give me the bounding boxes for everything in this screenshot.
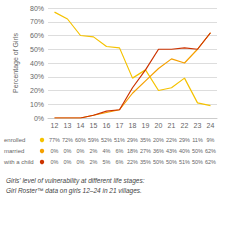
svg-text:9%: 9% — [207, 137, 215, 143]
svg-text:35%: 35% — [140, 159, 151, 165]
svg-text:11%: 11% — [192, 137, 203, 143]
svg-text:17: 17 — [116, 122, 124, 129]
svg-text:70%: 70% — [30, 18, 44, 25]
svg-text:0%: 0% — [51, 159, 59, 165]
svg-text:with a child: with a child — [3, 159, 34, 165]
svg-text:35%: 35% — [140, 137, 151, 143]
svg-text:2%: 2% — [90, 148, 98, 154]
svg-text:5%: 5% — [103, 159, 111, 165]
svg-text:60%: 60% — [75, 137, 86, 143]
svg-text:62%: 62% — [205, 148, 216, 154]
svg-text:50%: 50% — [192, 148, 203, 154]
svg-text:enrolled: enrolled — [4, 137, 25, 143]
svg-text:40%: 40% — [179, 148, 190, 154]
svg-text:52%: 52% — [101, 137, 112, 143]
svg-text:60%: 60% — [30, 32, 44, 39]
svg-text:18%: 18% — [127, 148, 138, 154]
svg-text:30%: 30% — [30, 73, 44, 80]
svg-text:51%: 51% — [114, 137, 125, 143]
svg-text:4%: 4% — [103, 148, 111, 154]
svg-text:40%: 40% — [30, 60, 44, 67]
svg-text:2%: 2% — [90, 159, 98, 165]
svg-text:20%: 20% — [153, 137, 164, 143]
svg-text:72%: 72% — [62, 137, 73, 143]
svg-text:24: 24 — [207, 122, 215, 129]
svg-text:0%: 0% — [34, 115, 44, 122]
svg-text:43%: 43% — [166, 148, 177, 154]
svg-text:14: 14 — [77, 122, 85, 129]
svg-text:10%: 10% — [30, 101, 44, 108]
svg-text:16: 16 — [103, 122, 111, 129]
svg-text:0%: 0% — [64, 159, 72, 165]
svg-text:22%: 22% — [127, 159, 138, 165]
svg-text:59%: 59% — [88, 137, 99, 143]
svg-text:20: 20 — [155, 122, 163, 129]
svg-text:married: married — [4, 148, 24, 154]
svg-text:80%: 80% — [30, 5, 44, 12]
svg-text:Girl Roster™ data on girls 12–: Girl Roster™ data on girls 12–24 in 21 v… — [6, 187, 142, 195]
svg-text:0%: 0% — [51, 148, 59, 154]
svg-text:22: 22 — [181, 122, 189, 129]
svg-text:0%: 0% — [64, 148, 72, 154]
svg-text:50%: 50% — [30, 46, 44, 53]
svg-text:19: 19 — [142, 122, 150, 129]
svg-text:50%: 50% — [192, 159, 203, 165]
svg-text:50%: 50% — [153, 159, 164, 165]
svg-text:0%: 0% — [77, 148, 85, 154]
svg-text:0%: 0% — [77, 159, 85, 165]
svg-text:15: 15 — [90, 122, 98, 129]
svg-text:18: 18 — [129, 122, 137, 129]
svg-text:27%: 27% — [140, 148, 151, 154]
svg-text:62%: 62% — [205, 159, 216, 165]
svg-text:Girls' level of vulnerability: Girls' level of vulnerability at differe… — [6, 177, 145, 185]
svg-text:6%: 6% — [116, 148, 124, 154]
svg-text:23: 23 — [194, 122, 202, 129]
svg-text:6%: 6% — [116, 159, 124, 165]
svg-text:21: 21 — [168, 122, 176, 129]
svg-text:20%: 20% — [30, 87, 44, 94]
svg-text:12: 12 — [51, 122, 59, 129]
svg-text:29%: 29% — [179, 137, 190, 143]
svg-text:50%: 50% — [166, 159, 177, 165]
svg-text:36%: 36% — [153, 148, 164, 154]
svg-text:Percentage of Girls: Percentage of Girls — [12, 33, 20, 93]
svg-text:13: 13 — [64, 122, 72, 129]
svg-text:29%: 29% — [127, 137, 138, 143]
svg-text:77%: 77% — [49, 137, 60, 143]
svg-text:51%: 51% — [179, 159, 190, 165]
svg-text:22%: 22% — [166, 137, 177, 143]
